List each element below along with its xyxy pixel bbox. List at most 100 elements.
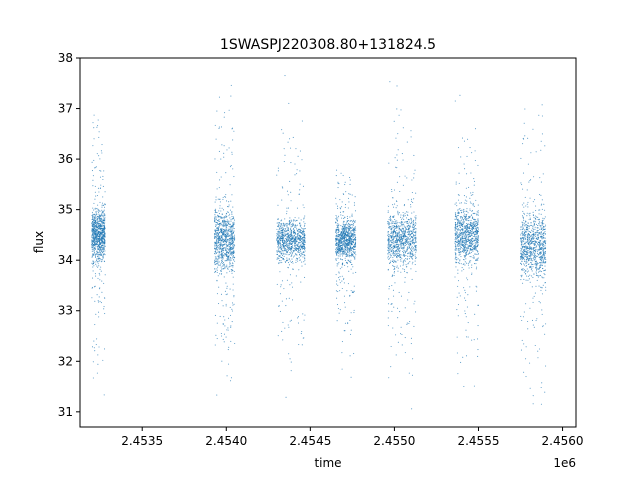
data-point — [97, 266, 99, 268]
data-point — [295, 249, 297, 251]
data-point — [402, 260, 404, 262]
data-point — [288, 246, 290, 248]
data-point — [457, 235, 459, 237]
data-point — [278, 231, 280, 234]
data-point — [405, 241, 407, 243]
data-point — [100, 221, 102, 223]
data-point — [465, 258, 467, 260]
data-point — [222, 198, 224, 200]
data-point — [99, 201, 101, 203]
data-point — [398, 244, 400, 246]
data-point — [350, 239, 352, 241]
data-point — [233, 270, 235, 273]
data-point — [463, 225, 466, 227]
data-point — [97, 248, 99, 250]
data-point — [466, 251, 468, 253]
data-point — [351, 215, 353, 217]
data-point — [396, 238, 398, 240]
data-point — [354, 258, 356, 260]
data-point — [303, 261, 305, 263]
data-point — [278, 258, 280, 260]
data-point — [393, 228, 395, 230]
data-point — [404, 244, 407, 246]
data-point — [93, 247, 95, 249]
data-point — [227, 259, 229, 261]
data-point — [401, 344, 403, 346]
data-point — [223, 265, 225, 267]
data-point — [392, 216, 394, 219]
data-point — [284, 247, 286, 249]
data-point — [341, 241, 343, 244]
data-point — [101, 202, 104, 204]
data-point — [392, 257, 394, 259]
data-point — [412, 223, 414, 225]
data-point — [215, 225, 217, 228]
data-point — [280, 232, 282, 234]
data-point — [232, 231, 235, 233]
data-point — [349, 333, 352, 335]
data-point — [350, 228, 352, 230]
data-point — [396, 266, 398, 268]
data-point — [466, 234, 468, 236]
data-point — [217, 275, 219, 277]
data-point — [300, 232, 303, 234]
data-point — [291, 237, 293, 240]
data-point — [391, 239, 393, 241]
data-point — [338, 244, 340, 246]
data-point — [339, 249, 341, 251]
data-point — [289, 224, 291, 226]
data-point — [280, 249, 282, 251]
data-point — [229, 380, 232, 382]
data-point — [346, 215, 348, 217]
data-point — [227, 252, 230, 254]
data-point — [286, 227, 288, 229]
data-point — [224, 242, 226, 244]
data-point — [344, 204, 347, 206]
data-point — [397, 240, 399, 242]
data-point — [351, 247, 353, 249]
data-point — [96, 215, 98, 217]
data-point — [98, 288, 101, 290]
data-point — [412, 358, 414, 360]
data-point — [104, 233, 106, 235]
data-point — [392, 204, 394, 206]
data-point — [406, 238, 408, 240]
data-point — [216, 188, 218, 190]
data-point — [392, 259, 394, 261]
data-point — [92, 286, 94, 288]
data-point — [345, 229, 347, 231]
data-point — [231, 310, 233, 312]
data-point — [99, 252, 101, 254]
data-point — [400, 295, 403, 297]
data-point — [399, 222, 401, 224]
data-point — [91, 248, 93, 250]
data-point — [413, 177, 415, 179]
data-point — [399, 176, 401, 178]
data-point — [301, 252, 303, 254]
data-point — [95, 224, 97, 227]
data-point — [469, 239, 472, 241]
data-point — [295, 257, 298, 259]
data-point — [410, 200, 413, 202]
data-point — [392, 250, 394, 252]
data-point — [404, 229, 406, 231]
data-point — [287, 246, 289, 248]
data-point — [101, 206, 103, 208]
data-point — [102, 256, 104, 258]
data-point — [394, 268, 396, 270]
data-point — [347, 232, 349, 234]
data-point — [353, 309, 355, 311]
data-point — [301, 232, 303, 234]
data-point — [396, 223, 398, 225]
data-point — [102, 215, 104, 217]
data-point — [288, 239, 290, 241]
data-point — [99, 227, 101, 229]
data-point — [95, 215, 97, 217]
data-point — [101, 239, 103, 241]
data-point — [94, 254, 96, 256]
data-point — [103, 245, 105, 247]
data-point — [231, 218, 233, 220]
data-point — [93, 244, 95, 246]
data-point — [281, 129, 283, 131]
data-point — [335, 242, 337, 244]
